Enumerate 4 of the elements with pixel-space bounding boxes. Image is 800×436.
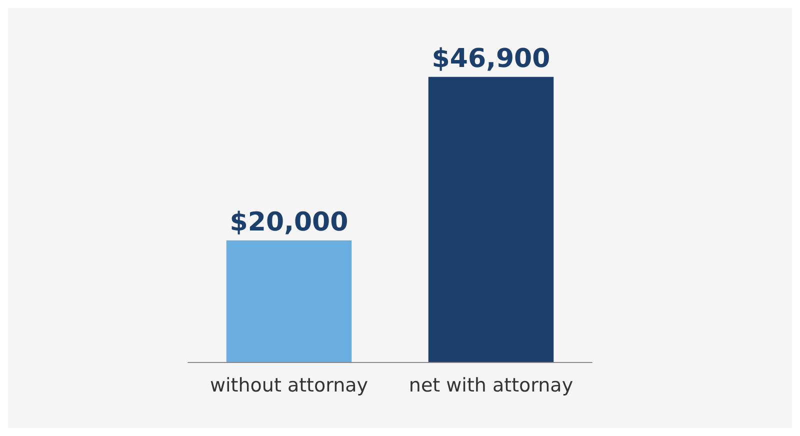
x-tick-label: without attornay bbox=[210, 374, 368, 396]
x-tick-label: net with attornay bbox=[408, 374, 574, 396]
data-label: $20,000 bbox=[230, 207, 348, 238]
data-label: $46,900 bbox=[432, 44, 550, 74]
